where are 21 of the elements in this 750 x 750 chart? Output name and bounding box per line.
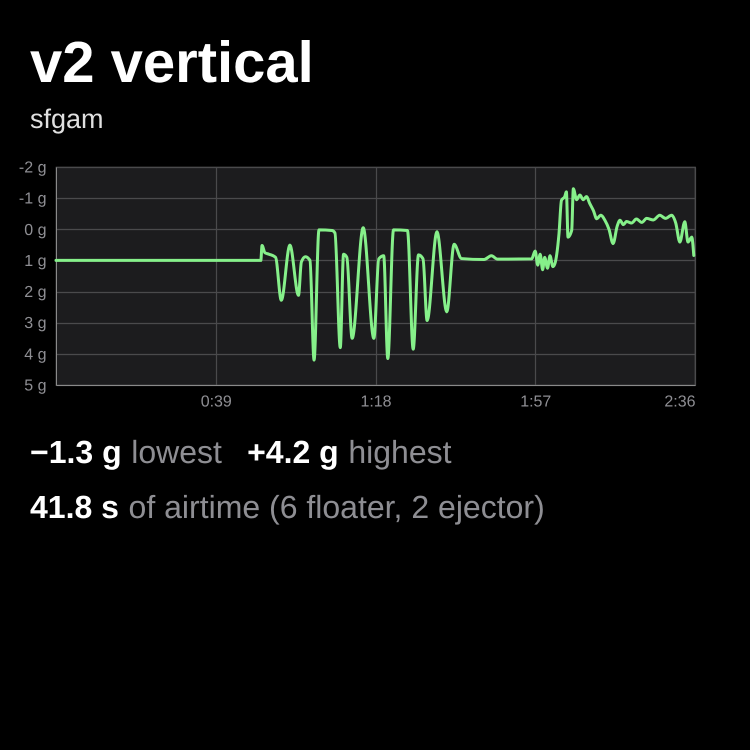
text: lowest — [131, 434, 222, 470]
y-tick-label: 2 g — [24, 284, 46, 302]
y-tick-label: 4 g — [24, 346, 46, 364]
x-tick-label: 1:57 — [520, 394, 552, 410]
line-series — [54, 187, 696, 362]
text: highest — [348, 434, 452, 470]
y-tick-label: -2 g — [18, 160, 46, 176]
y-tick-label: 0 g — [24, 222, 46, 239]
chart-subtitle: sfgam — [30, 104, 104, 134]
text: +4.2 g — [247, 434, 339, 470]
y-tick-label: -1 g — [18, 190, 46, 208]
x-tick-label: 1:18 — [360, 394, 392, 410]
x-tick-label: 2:36 — [664, 394, 696, 410]
y-tick-label: 3 g — [24, 315, 46, 332]
text: of airtime (6 floater, 2 ejector) — [128, 489, 545, 525]
chart-title: v2 vertical — [30, 30, 314, 95]
text: 41.8 s — [30, 489, 119, 525]
x-tick-label: 0:39 — [200, 394, 232, 410]
y-tick-label: 5 g — [24, 378, 46, 394]
text: −1.3 g — [30, 434, 122, 470]
y-tick-label: 1 g — [24, 252, 46, 270]
